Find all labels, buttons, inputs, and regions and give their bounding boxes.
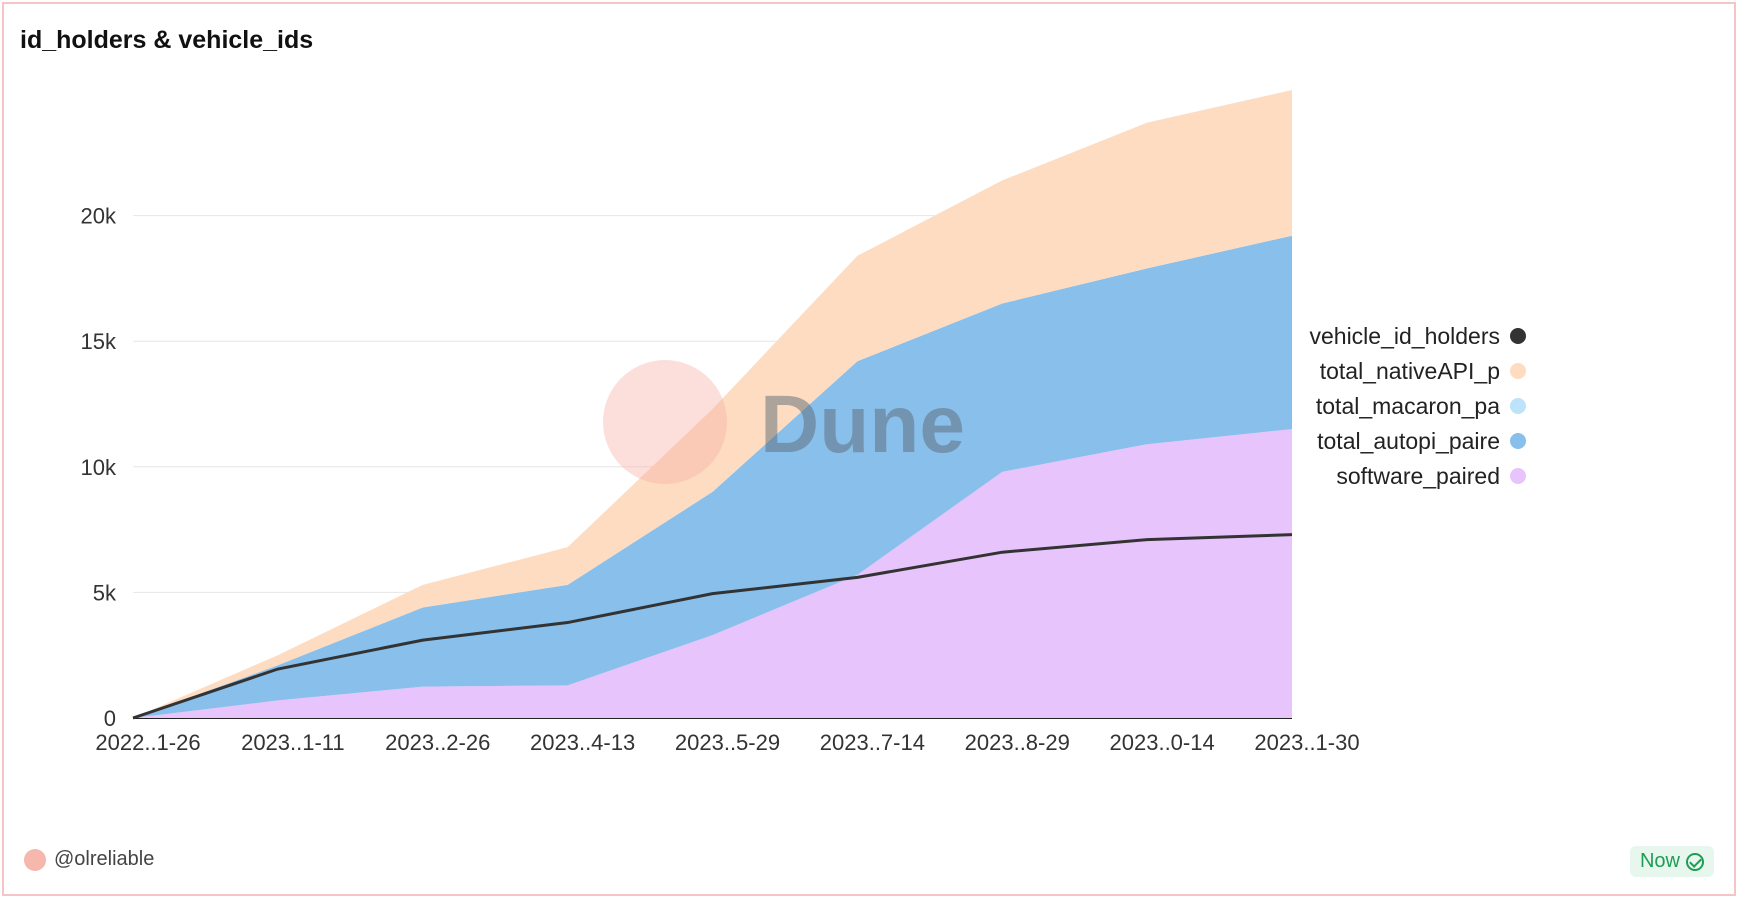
line-vehicle_id_holders (132, 533, 1293, 720)
legend-marker-0 (1510, 328, 1526, 344)
y-tick-label-0: 0 (104, 706, 116, 731)
chart-title: id_holders & vehicle_ids (20, 26, 314, 54)
legend-label-2: total_macaron_pa (1316, 393, 1500, 419)
x-tick-label-0: 2022..1-26 (95, 730, 200, 755)
legend-marker-3 (1510, 433, 1526, 449)
x-tick-label-3: 2023..4-13 (530, 730, 635, 755)
author-link[interactable]: @olreliable (24, 848, 154, 871)
y-tick-label-3: 15k (81, 329, 117, 354)
y-tick-label-4: 20k (81, 204, 117, 229)
x-tick-label-6: 2023..8-29 (965, 730, 1070, 755)
avatar (24, 848, 46, 871)
author-name: @olreliable (54, 848, 155, 870)
x-tick-label-2: 2023..2-26 (385, 730, 490, 755)
legend-marker-1 (1510, 363, 1526, 379)
legend-label-4: software_paired (1336, 463, 1500, 489)
legend-marker-4 (1510, 468, 1526, 484)
x-tick-label-5: 2023..7-14 (820, 730, 925, 755)
legend-marker-2 (1510, 398, 1526, 414)
y-tick-label-2: 10k (81, 455, 117, 480)
legend-label-0: vehicle_id_holders (1309, 323, 1500, 349)
check-circle-icon (1686, 852, 1704, 871)
y-tick-label-1: 5k (93, 580, 117, 605)
x-tick-label-8: 2023..1-30 (1254, 730, 1359, 755)
watermark-logo (603, 360, 727, 484)
x-tick-label-7: 2023..0-14 (1110, 730, 1215, 755)
x-tick-label-1: 2023..1-11 (241, 730, 345, 755)
area-software_paired (133, 429, 1292, 718)
area-total_nativeAPI_paired (133, 90, 1292, 718)
status-text: Now (1639, 850, 1680, 872)
watermark-text: Dune (760, 379, 965, 470)
area-total_autopi_paired (133, 235, 1292, 719)
x-tick-label-4: 2023..5-29 (675, 730, 780, 755)
legend-label-1: total_nativeAPI_p (1320, 358, 1500, 384)
legend-label-3: total_autopi_paire (1317, 428, 1500, 454)
status-badge[interactable]: Now (1629, 846, 1714, 877)
